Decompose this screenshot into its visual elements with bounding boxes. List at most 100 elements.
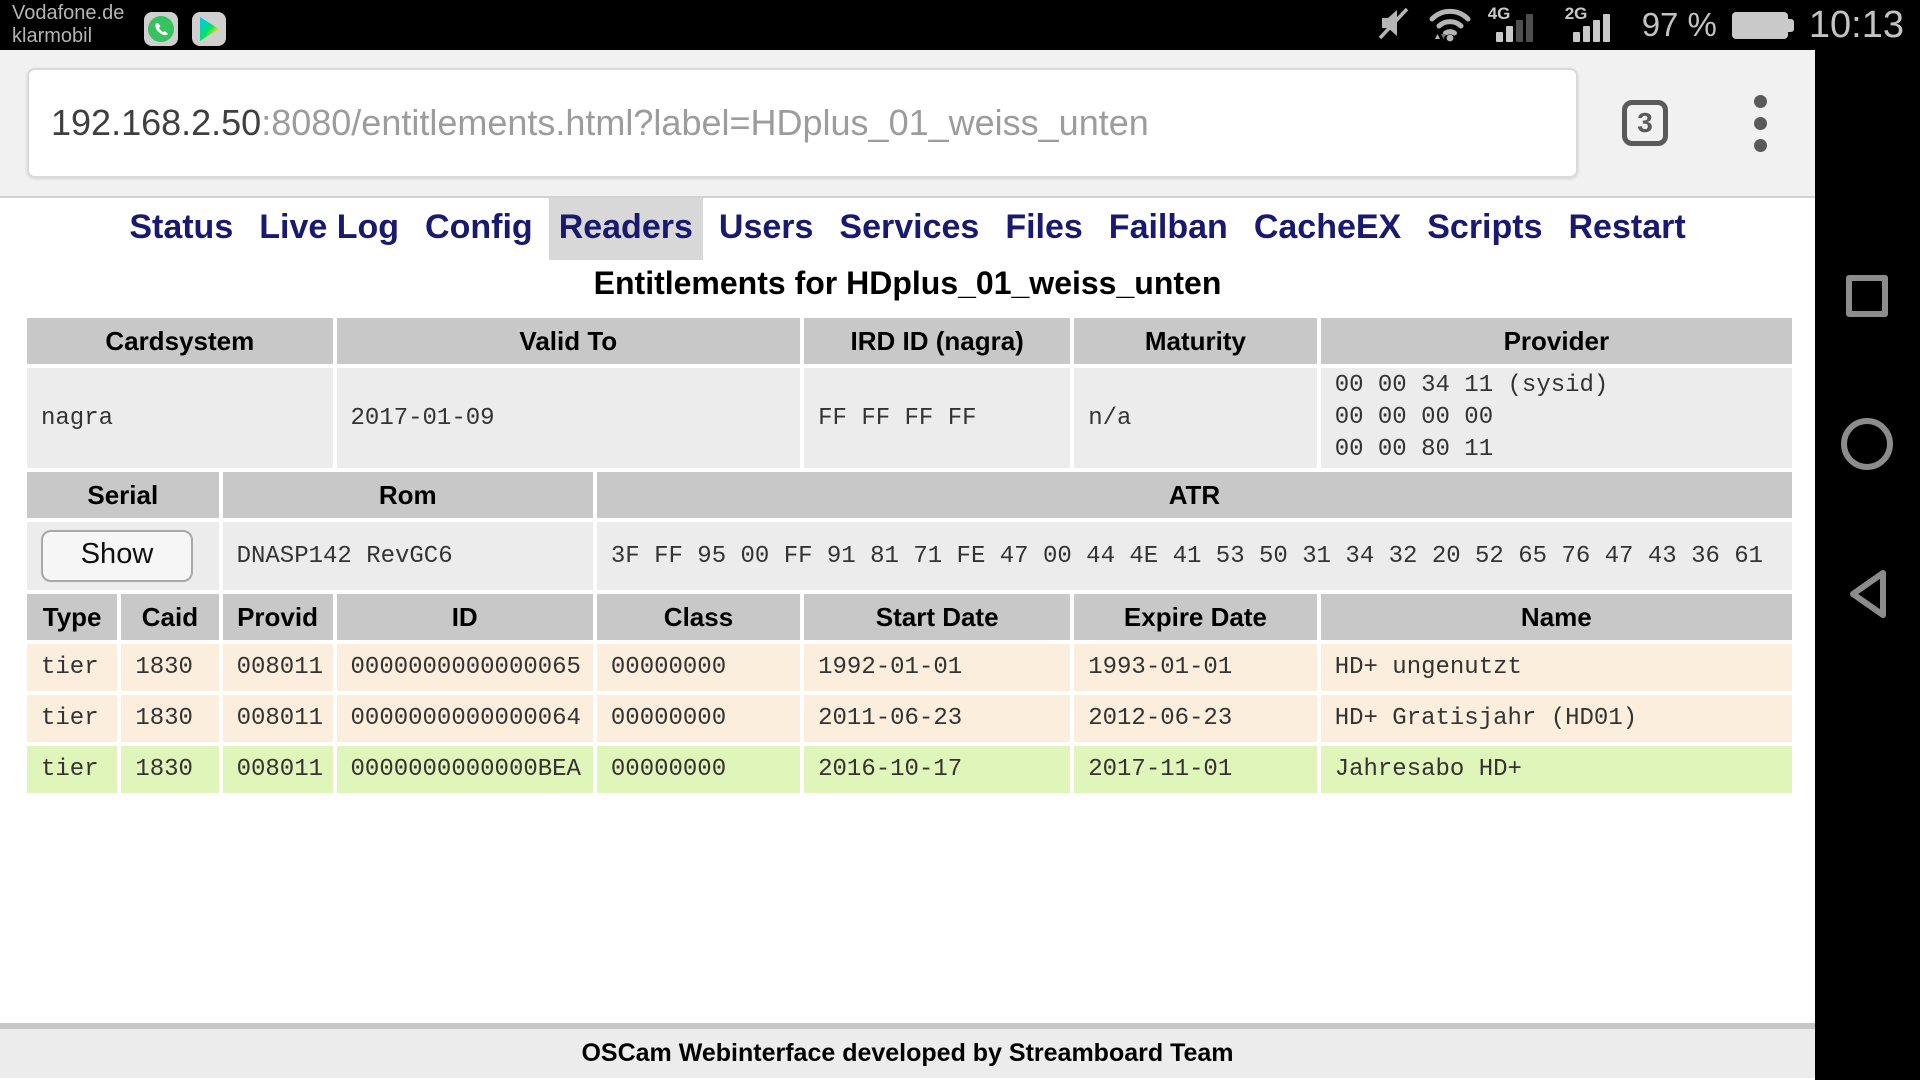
nav-link-readers[interactable]: Readers <box>548 198 703 260</box>
overflow-menu-icon[interactable] <box>1754 94 1767 152</box>
entitlement-row: tier 1830 008011 0000000000000065 000000… <box>27 644 1792 691</box>
cell-rom: DNASP142 RevGC6 <box>222 522 593 590</box>
cell-provid: 008011 <box>222 746 333 793</box>
entitlement-row: tier 1830 008011 0000000000000064 000000… <box>27 695 1792 742</box>
status-clock: 10:13 <box>1808 3 1904 46</box>
provider-line: 00 00 80 11 <box>1334 436 1494 463</box>
nav-link-status[interactable]: Status <box>129 208 234 246</box>
cell-provider: 00 00 34 11 (sysid) 00 00 00 00 00 00 80… <box>1320 368 1792 468</box>
provider-line: 00 00 00 00 <box>1334 404 1494 431</box>
battery-percent: 97 % <box>1641 6 1717 43</box>
notification-icons <box>144 12 227 46</box>
signal-4g-label: 4G <box>1487 4 1511 23</box>
col-header-class: Class <box>596 594 801 640</box>
col-header-ird-id: IRD ID (nagra) <box>804 318 1071 364</box>
wifi-icon <box>1427 3 1473 48</box>
cell-type: tier <box>27 644 118 691</box>
nav-link-users[interactable]: Users <box>718 208 814 246</box>
oscam-menu: Status Live Log Config Readers Users Ser… <box>0 198 1815 260</box>
entitlements-table: Cardsystem Valid To IRD ID (nagra) Matur… <box>23 314 1796 797</box>
cell-provid: 008011 <box>222 695 333 742</box>
browser-toolbar: 192.168.2.50:8080/entitlements.html?labe… <box>0 50 1815 198</box>
nav-link-restart[interactable]: Restart <box>1568 208 1686 246</box>
col-header-caid: Caid <box>121 594 219 640</box>
card-header-row: Cardsystem Valid To IRD ID (nagra) Matur… <box>27 318 1792 364</box>
cell-serial: Show <box>27 522 219 590</box>
cell-id: 0000000000000065 <box>336 644 593 691</box>
cell-id: 0000000000000BEA <box>336 746 593 793</box>
cell-maturity: n/a <box>1074 368 1317 468</box>
col-header-provid: Provid <box>222 594 333 640</box>
col-header-expire-date: Expire Date <box>1074 594 1317 640</box>
back-icon[interactable] <box>1845 568 1889 625</box>
cell-provid: 008011 <box>222 644 333 691</box>
cell-class: 00000000 <box>596 746 801 793</box>
show-serial-button[interactable]: Show <box>41 530 193 582</box>
col-header-name: Name <box>1320 594 1792 640</box>
col-header-cardsystem: Cardsystem <box>27 318 333 364</box>
mute-icon <box>1376 5 1412 46</box>
serial-info-row: Show DNASP142 RevGC6 3F FF 95 00 FF 91 8… <box>27 522 1792 590</box>
nav-link-services[interactable]: Services <box>839 208 980 246</box>
carrier-line1: Vodafone.de <box>12 2 125 24</box>
cell-valid-to: 2017-01-09 <box>336 368 801 468</box>
status-bar: Vodafone.de klarmobil <box>0 0 1920 50</box>
col-header-type: Type <box>27 594 118 640</box>
home-icon[interactable] <box>1841 418 1893 470</box>
page-title: Entitlements for HDplus_01_weiss_unten <box>593 265 1222 301</box>
carrier-line2: klarmobil <box>12 25 93 47</box>
cell-atr: 3F FF 95 00 FF 91 81 71 FE 47 00 44 4E 4… <box>596 522 1792 590</box>
cell-expire: 2012-06-23 <box>1074 695 1317 742</box>
provider-line: 00 00 34 11 (sysid) <box>1334 372 1609 399</box>
cell-cardsystem: nagra <box>27 368 333 468</box>
url-host: 192.168.2.50 <box>51 102 262 143</box>
nav-link-failban[interactable]: Failban <box>1108 208 1228 246</box>
android-navbar <box>1815 50 1920 1080</box>
entitlement-row: tier 1830 008011 0000000000000BEA 000000… <box>27 746 1792 793</box>
serial-header-row: Serial Rom ATR <box>27 472 1792 518</box>
carrier-label: Vodafone.de klarmobil <box>12 2 124 48</box>
col-header-valid-to: Valid To <box>336 318 801 364</box>
nav-link-livelog[interactable]: Live Log <box>259 208 400 246</box>
url-bar[interactable]: 192.168.2.50:8080/entitlements.html?labe… <box>27 68 1578 178</box>
nav-link-scripts[interactable]: Scripts <box>1427 208 1543 246</box>
nav-link-config[interactable]: Config <box>425 208 533 246</box>
cell-id: 0000000000000064 <box>336 695 593 742</box>
status-indicators: 4G 2G 97 % 10:13 <box>1376 2 1904 48</box>
recents-icon[interactable] <box>1846 275 1888 317</box>
browser-window: 192.168.2.50:8080/entitlements.html?labe… <box>0 50 1815 1080</box>
cell-type: tier <box>27 746 118 793</box>
oscam-footer: OSCam Webinterface developed by Streambo… <box>0 1023 1815 1078</box>
cell-caid: 1830 <box>121 746 219 793</box>
cell-expire: 1993-01-01 <box>1074 644 1317 691</box>
cell-name: HD+ ungenutzt <box>1320 644 1792 691</box>
cell-caid: 1830 <box>121 644 219 691</box>
oscam-page: Status Live Log Config Readers Users Ser… <box>0 198 1815 1078</box>
col-header-id: ID <box>336 594 593 640</box>
cell-class: 00000000 <box>596 695 801 742</box>
signal-2g-icon: 2G <box>1565 2 1627 48</box>
cell-class: 00000000 <box>596 644 801 691</box>
nav-link-cacheex[interactable]: CacheEX <box>1253 208 1402 246</box>
card-info-row: nagra 2017-01-09 FF FF FF FF n/a 00 00 3… <box>27 368 1792 468</box>
cell-start: 1992-01-01 <box>804 644 1071 691</box>
cell-ird-id: FF FF FF FF <box>804 368 1071 468</box>
col-header-serial: Serial <box>27 472 219 518</box>
col-header-provider: Provider <box>1320 318 1792 364</box>
cell-type: tier <box>27 695 118 742</box>
tab-count-button[interactable]: 3 <box>1622 100 1668 146</box>
cell-expire: 2017-11-01 <box>1074 746 1317 793</box>
signal-2g-label: 2G <box>1564 4 1588 23</box>
cell-name: HD+ Gratisjahr (HD01) <box>1320 695 1792 742</box>
url-path: :8080/entitlements.html?label=HDplus_01_… <box>261 102 1149 143</box>
cell-name: Jahresabo HD+ <box>1320 746 1792 793</box>
col-header-rom: Rom <box>222 472 593 518</box>
nav-link-files[interactable]: Files <box>1005 208 1083 246</box>
col-header-maturity: Maturity <box>1074 318 1317 364</box>
whatsapp-icon <box>144 12 179 46</box>
battery-icon <box>1731 11 1794 39</box>
cell-caid: 1830 <box>121 695 219 742</box>
cell-start: 2011-06-23 <box>804 695 1071 742</box>
signal-4g-icon: 4G <box>1488 2 1550 48</box>
play-store-icon <box>192 12 227 46</box>
